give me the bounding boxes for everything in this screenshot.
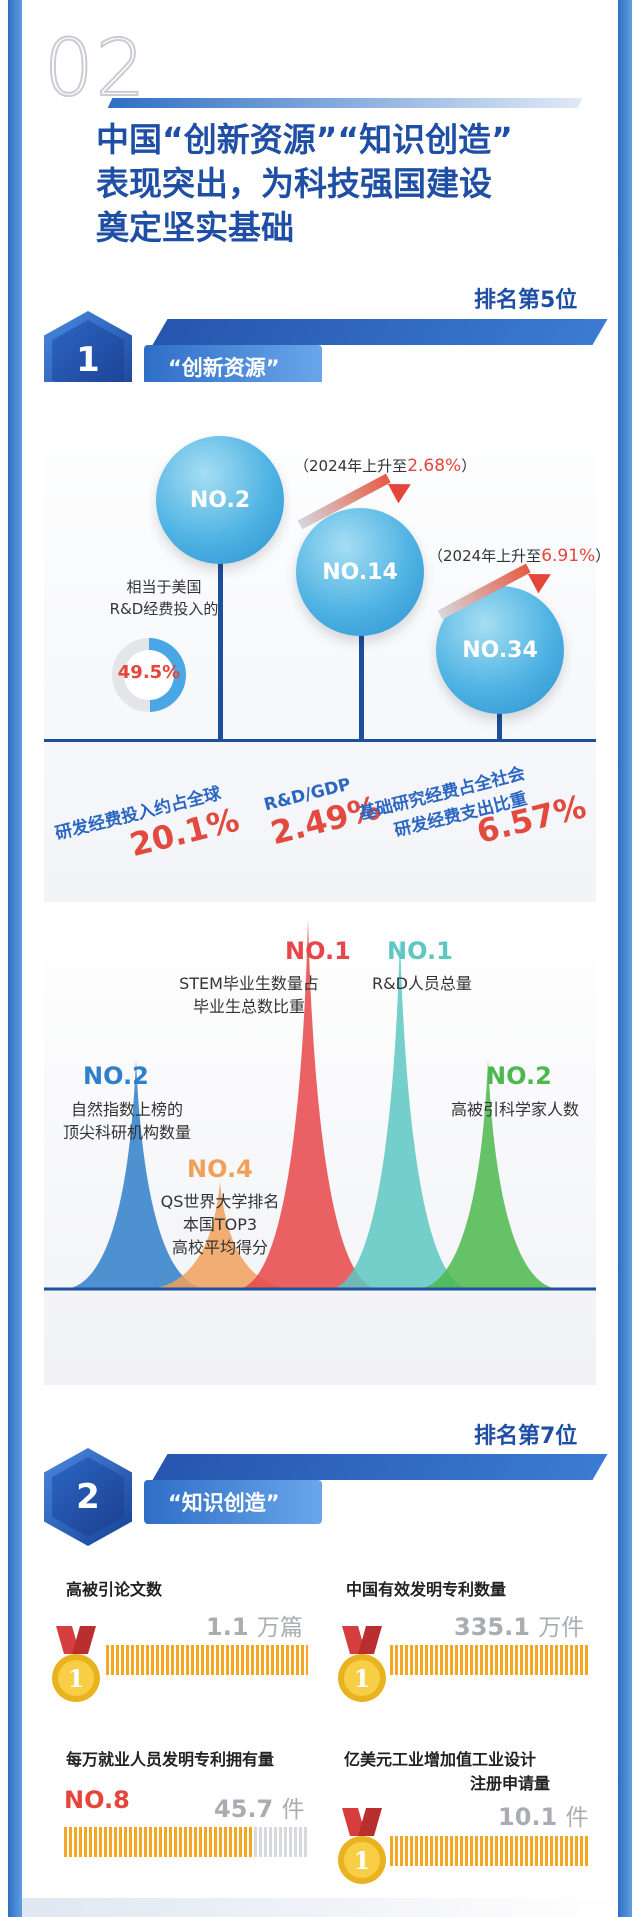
peak-label-line: QS世界大学排名 bbox=[160, 1192, 280, 1211]
medal-rank: 1 bbox=[354, 1846, 371, 1875]
stat-3-label: 每万就业人员发明专利拥有量 bbox=[66, 1750, 275, 1769]
peak-label-line: 自然指数上榜的 bbox=[70, 1100, 183, 1119]
gold-medal-icon: 1 bbox=[338, 1808, 386, 1884]
stat-value-unit: 件 bbox=[565, 1805, 589, 1831]
title-line: 中国“创新资源”“知识创造” bbox=[96, 120, 513, 159]
pole-1 bbox=[218, 520, 223, 740]
stat-1-value: 1.1 万篇 bbox=[206, 1608, 303, 1642]
rise-note-prefix: （2024年上升至 bbox=[428, 547, 542, 565]
section1-band bbox=[152, 319, 608, 345]
gold-medal-icon: 1 bbox=[52, 1626, 100, 1702]
stat-4-bar bbox=[390, 1836, 590, 1866]
donut-hole bbox=[124, 650, 174, 700]
section-number: 02 bbox=[43, 24, 148, 114]
bottom-strip bbox=[22, 1898, 618, 1917]
rank-circle-1: NO.2 bbox=[156, 436, 284, 564]
peak-label-line: 毕业生总数比重 bbox=[192, 997, 305, 1016]
stat-1-bar bbox=[106, 1645, 308, 1675]
peaks-chart bbox=[44, 919, 596, 1291]
peak-label-line: 本国TOP3 bbox=[182, 1215, 258, 1234]
peak-5-rank: NO.2 bbox=[486, 1062, 552, 1090]
section1-rank: 排名第5位 bbox=[474, 288, 578, 313]
section2-rank: 排名第7位 bbox=[474, 1424, 578, 1449]
rise-note-value: 2.68% bbox=[407, 456, 462, 476]
baseline bbox=[44, 739, 596, 742]
peak-4-rank: NO.1 bbox=[387, 937, 453, 965]
stat-value-number: 335.1 bbox=[454, 1613, 530, 1641]
right-border-strip bbox=[618, 0, 632, 1917]
peak-5-label: 高被引科学家人数 bbox=[440, 1098, 590, 1121]
rise-note-prefix: （2024年上升至 bbox=[294, 457, 408, 475]
rank-circle-2: NO.14 bbox=[296, 508, 424, 636]
section2-pill: “知识创造” bbox=[144, 1480, 322, 1524]
rise-note-2: （2024年上升至6.91%） bbox=[428, 545, 610, 566]
rise-note-1: （2024年上升至2.68%） bbox=[294, 455, 476, 476]
peak-3-rank: NO.1 bbox=[285, 937, 351, 965]
left-border-strip bbox=[8, 0, 22, 1917]
peak-3-label: STEM毕业生数量占 毕业生总数比重 bbox=[164, 972, 334, 1018]
stat-value-unit: 万篇 bbox=[256, 1615, 303, 1641]
donut-label-line: 相当于美国 bbox=[126, 578, 202, 596]
peak-label-line: STEM毕业生数量占 bbox=[179, 974, 319, 993]
peak-shape bbox=[238, 919, 378, 1289]
section2-hex-number: 2 bbox=[52, 1457, 124, 1537]
donut-label-line: R&D经费投入的 bbox=[109, 600, 219, 618]
stat-value-number: 10.1 bbox=[498, 1803, 558, 1831]
peak-shape bbox=[66, 1059, 206, 1289]
section2-band bbox=[152, 1454, 608, 1480]
stat-2-label: 中国有效发明专利数量 bbox=[346, 1580, 507, 1599]
stat-value-number: 1.1 bbox=[206, 1613, 249, 1641]
peak-shape bbox=[330, 937, 470, 1289]
peak-2-label: QS世界大学排名 本国TOP3 高校平均得分 bbox=[150, 1190, 290, 1259]
stat-4-label-line: 亿美元工业增加值工业设计 bbox=[344, 1750, 537, 1769]
rise-note-suffix: ） bbox=[461, 457, 477, 475]
title-accent-bar bbox=[107, 98, 583, 108]
stat-3-rank: NO.8 bbox=[64, 1786, 130, 1814]
donut-chart bbox=[112, 638, 186, 712]
donut-value: 49.5% bbox=[117, 662, 181, 683]
donut-label: 相当于美国 R&D经费投入的 bbox=[104, 576, 224, 620]
stat-2-value: 335.1 万件 bbox=[454, 1608, 584, 1642]
section1-pill: “创新资源” bbox=[144, 345, 322, 389]
peak-4-label: R&D人员总量 bbox=[372, 972, 492, 995]
title-line: 奠定坚实基础 bbox=[96, 208, 294, 247]
medal-rank: 1 bbox=[354, 1664, 371, 1693]
rise-note-value: 6.91% bbox=[541, 546, 596, 566]
stat-value-unit: 件 bbox=[281, 1797, 305, 1823]
peak-label-line: 顶尖科研机构数量 bbox=[62, 1123, 191, 1142]
peak-1-label: 自然指数上榜的 顶尖科研机构数量 bbox=[52, 1098, 202, 1144]
section2-hex: 2 bbox=[44, 1448, 132, 1546]
peak-shape bbox=[150, 1181, 290, 1289]
stat-value-number: 45.7 bbox=[214, 1795, 274, 1823]
peak-1-rank: NO.2 bbox=[83, 1062, 149, 1090]
rise-note-suffix: ） bbox=[595, 547, 611, 565]
page-title: 中国“创新资源”“知识创造” 表现突出，为科技强国建设 奠定坚实基础 bbox=[96, 118, 616, 250]
peak-label-line: 高被引科学家人数 bbox=[450, 1100, 579, 1119]
medal-rank: 1 bbox=[68, 1664, 85, 1693]
peak-shape bbox=[418, 1059, 558, 1289]
stat-2-bar bbox=[390, 1645, 590, 1675]
peak-label-line: R&D人员总量 bbox=[372, 974, 472, 993]
peak-2-rank: NO.4 bbox=[187, 1155, 253, 1183]
title-line: 表现突出，为科技强国建设 bbox=[96, 164, 492, 203]
pole-2 bbox=[359, 600, 364, 740]
stat-3-value: 45.7 件 bbox=[214, 1790, 305, 1824]
stat-4-label-line: 注册申请量 bbox=[470, 1774, 551, 1793]
stat-1-label: 高被引论文数 bbox=[66, 1580, 163, 1599]
gold-medal-icon: 1 bbox=[338, 1626, 386, 1702]
stat-3-bar bbox=[64, 1827, 254, 1857]
peak-label-line: 高校平均得分 bbox=[171, 1238, 268, 1257]
stat-value-unit: 万件 bbox=[538, 1615, 585, 1641]
stat-4-value: 10.1 件 bbox=[498, 1798, 589, 1832]
